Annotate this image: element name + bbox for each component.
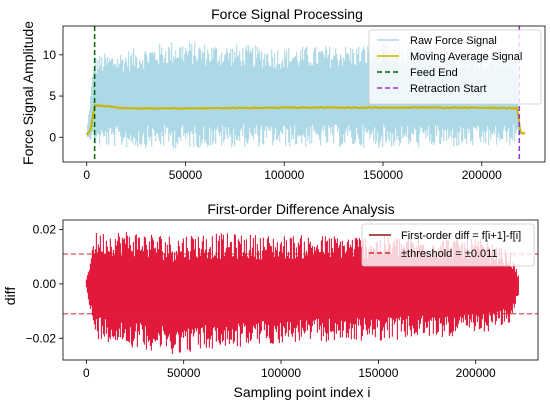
axis-ticks: 0 50000 100000 150000 200000 0 5 10 (43, 48, 502, 182)
y-tick-label: 10 (43, 48, 57, 62)
chart-title: First-order Difference Analysis (207, 201, 394, 217)
axis-ticks: 0 50000 100000 150000 200000 −0.02 0.00 0.02 (26, 223, 496, 380)
chart-force-signal: Force Signal Processing Force Signal Amp… (20, 6, 546, 182)
moving-average-series (85, 103, 526, 136)
x-tick-label: 50000 (169, 168, 203, 182)
chart-first-order-difference: First-order Difference Analysis diff Sam… (2, 201, 539, 400)
x-tick-label: 150000 (363, 168, 403, 182)
legend-label-feed-end: Feed End (410, 67, 458, 79)
chart-title: Force Signal Processing (211, 6, 363, 22)
legend-label-diff: First-order diff = f[i+1]-f[i] (401, 230, 521, 242)
y-tick-label: −0.02 (26, 331, 57, 345)
x-tick-label: 50000 (167, 366, 201, 380)
x-tick-label: 200000 (462, 168, 502, 182)
legend-label-threshold: ±threshold = ±0.011 (401, 248, 498, 260)
y-tick-label: 0.02 (33, 223, 57, 237)
legend-label-raw: Raw Force Signal (410, 35, 497, 47)
x-tick-label: 100000 (264, 168, 304, 182)
legend-label-moving-average: Moving Average Signal (410, 51, 522, 63)
legend-box (368, 29, 542, 105)
y-tick-label: 0.00 (33, 277, 57, 291)
y-axis-label: diff (2, 287, 18, 306)
x-tick-label: 0 (83, 168, 90, 182)
legend-box (361, 223, 535, 267)
first-order-diff-series (85, 232, 519, 354)
x-tick-label: 150000 (358, 366, 398, 380)
legend: Raw Force Signal Moving Average Signal F… (368, 29, 542, 105)
legend: First-order diff = f[i+1]-f[i] ±threshol… (361, 223, 535, 267)
y-tick-label: 5 (49, 89, 56, 103)
axes-frame (62, 25, 546, 163)
axes-frame (62, 219, 539, 361)
y-tick-label: 0 (49, 130, 56, 144)
x-tick-label: 200000 (456, 366, 496, 380)
x-tick-label: 100000 (261, 366, 301, 380)
x-tick-label: 0 (83, 366, 90, 380)
legend-label-retraction-start: Retraction Start (410, 83, 486, 95)
x-axis-label: Sampling point index i (234, 384, 371, 400)
y-axis-label: Force Signal Amplitude (20, 21, 36, 165)
